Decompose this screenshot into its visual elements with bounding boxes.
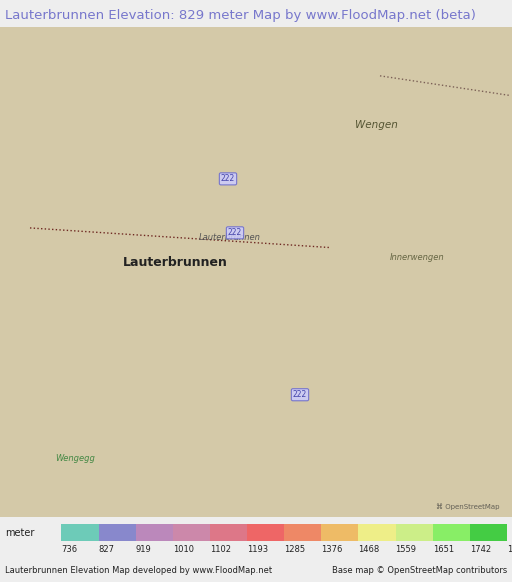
Text: Innerwengen: Innerwengen	[390, 253, 444, 262]
Text: ⌘ OpenStreetMap: ⌘ OpenStreetMap	[437, 503, 500, 510]
Bar	[61, 524, 98, 541]
Text: 222: 222	[228, 228, 242, 237]
Text: 1468: 1468	[358, 545, 380, 554]
Bar	[136, 524, 173, 541]
Text: 1376: 1376	[322, 545, 343, 554]
Text: meter: meter	[5, 528, 34, 538]
Text: Lauterbrunnen: Lauterbrunnen	[122, 255, 227, 269]
Text: 1742: 1742	[470, 545, 491, 554]
Bar	[210, 524, 247, 541]
Text: Lauterbrunnen Elevation: 829 meter Map by www.FloodMap.net (beta): Lauterbrunnen Elevation: 829 meter Map b…	[5, 9, 476, 22]
Text: 1102: 1102	[210, 545, 231, 554]
Text: Lauterbrunnen: Lauterbrunnen	[199, 233, 261, 242]
Text: 736: 736	[61, 545, 77, 554]
Bar	[358, 524, 395, 541]
Bar	[173, 524, 210, 541]
Text: Wengen: Wengen	[355, 120, 398, 130]
Bar	[395, 524, 433, 541]
Text: 222: 222	[221, 175, 235, 183]
Bar	[322, 524, 358, 541]
Bar	[284, 524, 322, 541]
Text: 1559: 1559	[395, 545, 417, 554]
Text: 1010: 1010	[173, 545, 194, 554]
Text: 1651: 1651	[433, 545, 454, 554]
Text: Base map © OpenStreetMap contributors: Base map © OpenStreetMap contributors	[332, 566, 507, 575]
Bar	[98, 524, 136, 541]
Text: 919: 919	[136, 545, 152, 554]
Text: Lauterbrunnen Elevation Map developed by www.FloodMap.net: Lauterbrunnen Elevation Map developed by…	[5, 566, 272, 575]
Text: Wengegg: Wengegg	[55, 454, 95, 463]
Text: 827: 827	[98, 545, 115, 554]
Text: 1834: 1834	[507, 545, 512, 554]
Bar	[247, 524, 284, 541]
Text: 1193: 1193	[247, 545, 268, 554]
Text: 1285: 1285	[284, 545, 305, 554]
Text: 222: 222	[293, 391, 307, 399]
Bar	[470, 524, 507, 541]
Bar	[433, 524, 470, 541]
